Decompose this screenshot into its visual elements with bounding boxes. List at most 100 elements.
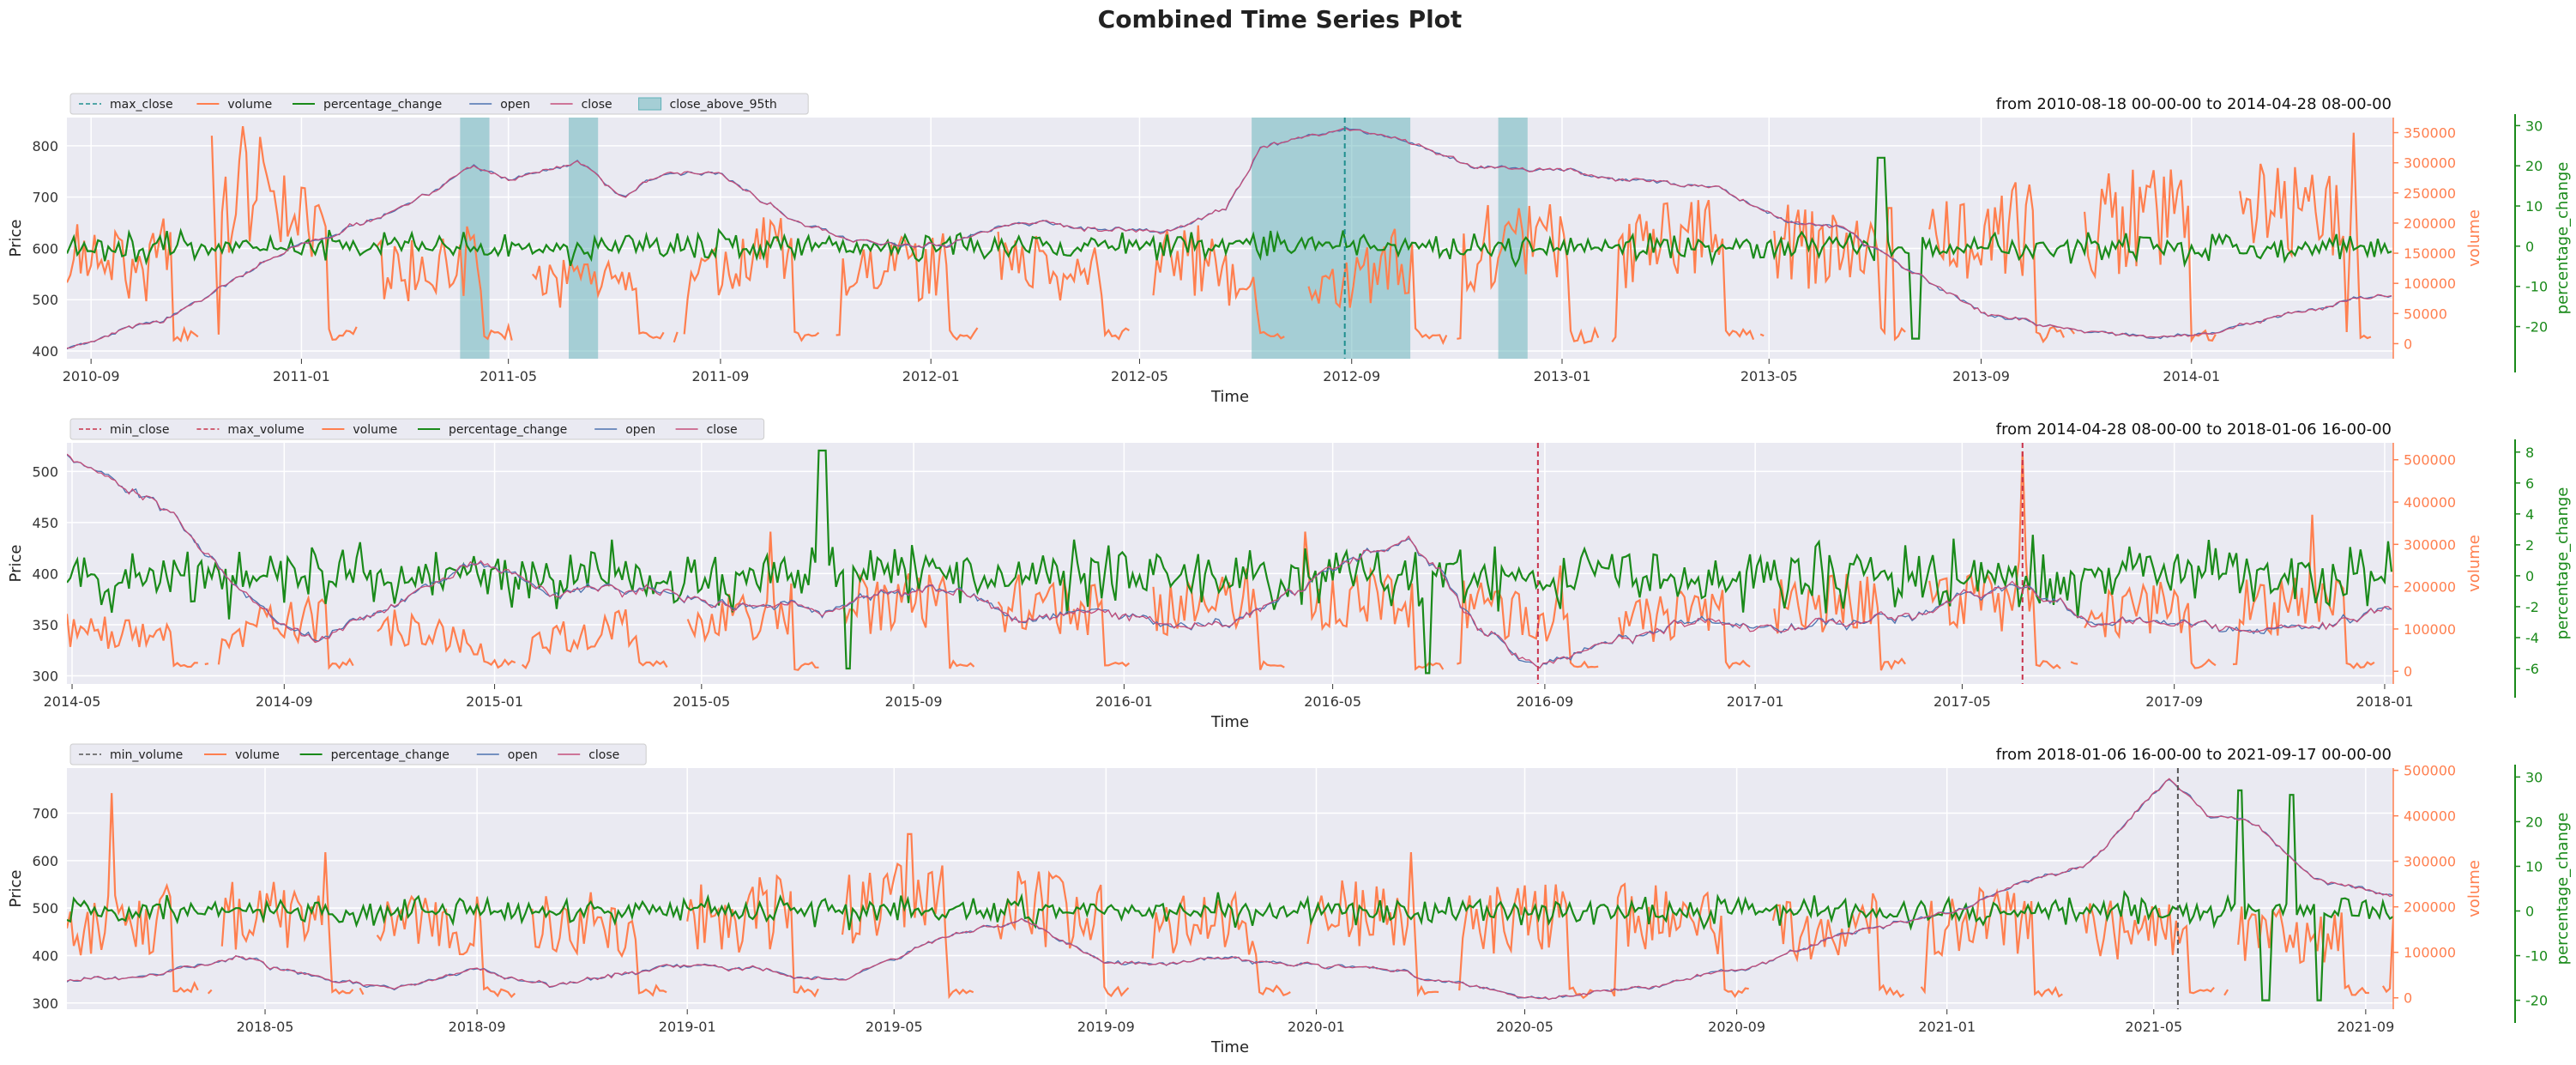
volume-tick-label: 400000 (2404, 808, 2456, 825)
x-tick-label: 2015-01 (466, 693, 523, 710)
y-tick-label: 500 (32, 463, 58, 480)
open-line (67, 778, 2393, 1001)
pct-tick-label: 0 (2525, 904, 2534, 920)
close-line (67, 778, 2393, 1001)
pct-tick-label: -10 (2525, 948, 2548, 965)
plot-area (67, 443, 2393, 684)
pct-tick-label: -2 (2525, 599, 2539, 615)
x-tick-label: 2015-05 (673, 693, 730, 710)
legend-box (69, 418, 765, 440)
x-tick-label: 2011-01 (273, 368, 330, 384)
x-tick-label: 2019-09 (1077, 1019, 1135, 1035)
x-tick-label: 2018-05 (237, 1019, 294, 1035)
legend-box (69, 743, 647, 765)
x-tick-label: 2013-01 (1534, 368, 1591, 384)
close-line (67, 453, 2392, 669)
y-tick-label: 400 (32, 947, 58, 964)
volume-tick-label: 200000 (2404, 579, 2456, 596)
legend-label-min-close: min_close (110, 423, 169, 437)
volume-tick-label: 200000 (2404, 899, 2456, 916)
range-label: from 2014-04-28 08-00-00 to 2018-01-06 1… (1996, 421, 2392, 439)
x-tick-label: 2016-05 (1304, 693, 1361, 710)
pct-tick-label: 2 (2525, 537, 2534, 554)
legend-label-close: close (588, 748, 619, 762)
range-label: from 2010-08-18 00-00-00 to 2014-04-28 0… (1996, 95, 2392, 113)
chart-panel-1: 2010-09 2011-01 2011-05 2011-09 2012-01 2012-… (7, 93, 2572, 406)
pct-tick-label: 10 (2525, 198, 2543, 215)
pct-tick-label: 0 (2525, 239, 2534, 255)
x-tick-label: 2020-09 (1708, 1019, 1765, 1035)
y-tick-label: 600 (32, 240, 58, 257)
x-tick-label: 2021-01 (1918, 1019, 1976, 1035)
legend-label-min-volume: min_volume (110, 748, 183, 762)
volume-tick-label: 500000 (2404, 452, 2456, 469)
x-tick-label: 2014-09 (256, 693, 313, 710)
y-tick-label: 350 (32, 617, 58, 633)
volume-axis-label: volume (2465, 209, 2483, 267)
y-tick-label: 300 (32, 995, 58, 1012)
x-tick-label: 2011-09 (692, 368, 750, 384)
x-tick-label: 2014-01 (2163, 368, 2220, 384)
close-above-95th-span (1252, 118, 1411, 359)
pct-tick-label: -20 (2525, 319, 2548, 336)
pct-tick-label: -10 (2525, 279, 2548, 295)
x-tick-label: 2012-05 (1111, 368, 1168, 384)
pct-tick-label: -4 (2525, 630, 2539, 646)
legend-label-percentage-change: percentage_change (449, 423, 567, 437)
legend-label-max-volume: max_volume (227, 423, 304, 437)
pct-axis-label: percentage_change (2554, 487, 2572, 640)
y-axis-label: Price (7, 220, 25, 257)
x-tick-label: 2017-09 (2145, 693, 2203, 710)
percentage-change-line (67, 156, 2392, 340)
y-tick-label: 600 (32, 853, 58, 869)
y-tick-label: 800 (32, 138, 58, 154)
plot-lines (67, 443, 2393, 684)
close-above-95th-span (569, 118, 599, 359)
x-tick-label: 2020-05 (1496, 1019, 1553, 1035)
legend: max_close volume percentage_change open clos… (69, 93, 809, 115)
x-axis-label: Time (1210, 713, 1249, 731)
plot-area (67, 768, 2393, 1009)
close-line (67, 128, 2392, 349)
pct-tick-label: 4 (2525, 506, 2534, 523)
volume-tick-label: 400000 (2404, 494, 2456, 511)
percentage-change-line (67, 449, 2393, 675)
x-tick-label: 2021-05 (2125, 1019, 2182, 1035)
pct-axis-label: percentage_change (2554, 162, 2572, 315)
plot-area (67, 118, 2393, 359)
y-tick-label: 500 (32, 900, 58, 917)
volume-tick-label: 0 (2404, 663, 2412, 680)
chart-panel-2: 2014-05 2014-09 2015-01 2015-05 2015-09 2016-… (7, 418, 2572, 731)
legend-label-close: close (707, 423, 738, 437)
y-tick-label: 400 (32, 343, 58, 360)
volume-tick-label: 100000 (2404, 945, 2456, 961)
chart-panel-3: 2018-05 2018-09 2019-01 2019-05 2019-09 2020-… (7, 743, 2572, 1056)
volume-tick-label: 500000 (2404, 763, 2456, 779)
x-tick-label: 2012-09 (1323, 368, 1380, 384)
x-tick-label: 2019-05 (866, 1019, 923, 1035)
x-tick-label: 2014-05 (44, 693, 101, 710)
x-tick-label: 2018-09 (449, 1019, 506, 1035)
pct-tick-label: 30 (2525, 118, 2543, 134)
volume-tick-label: 300000 (2404, 536, 2456, 553)
pct-tick-label: 10 (2525, 858, 2543, 874)
legend-label-close: close (582, 98, 612, 112)
volume-tick-label: 0 (2404, 990, 2412, 1007)
legend-label-volume: volume (235, 748, 280, 762)
volume-axis-label: volume (2465, 535, 2483, 592)
x-tick-label: 2018-01 (2356, 693, 2414, 710)
x-tick-label: 2013-09 (1952, 368, 2010, 384)
x-tick-label: 2017-01 (1727, 693, 1784, 710)
x-tick-label: 2015-09 (885, 693, 943, 710)
x-tick-label: 2010-09 (63, 368, 120, 384)
figure-title: Combined Time Series Plot (1098, 5, 1463, 33)
volume-axis-label: volume (2465, 860, 2483, 917)
y-tick-label: 450 (32, 515, 58, 531)
x-tick-label: 2012-01 (902, 368, 960, 384)
legend: min_close max_volume volume percentage_chan… (69, 418, 765, 440)
legend-label-volume: volume (227, 98, 272, 112)
legend-label-open: open (500, 98, 530, 112)
x-tick-label: 2016-09 (1516, 693, 1573, 710)
